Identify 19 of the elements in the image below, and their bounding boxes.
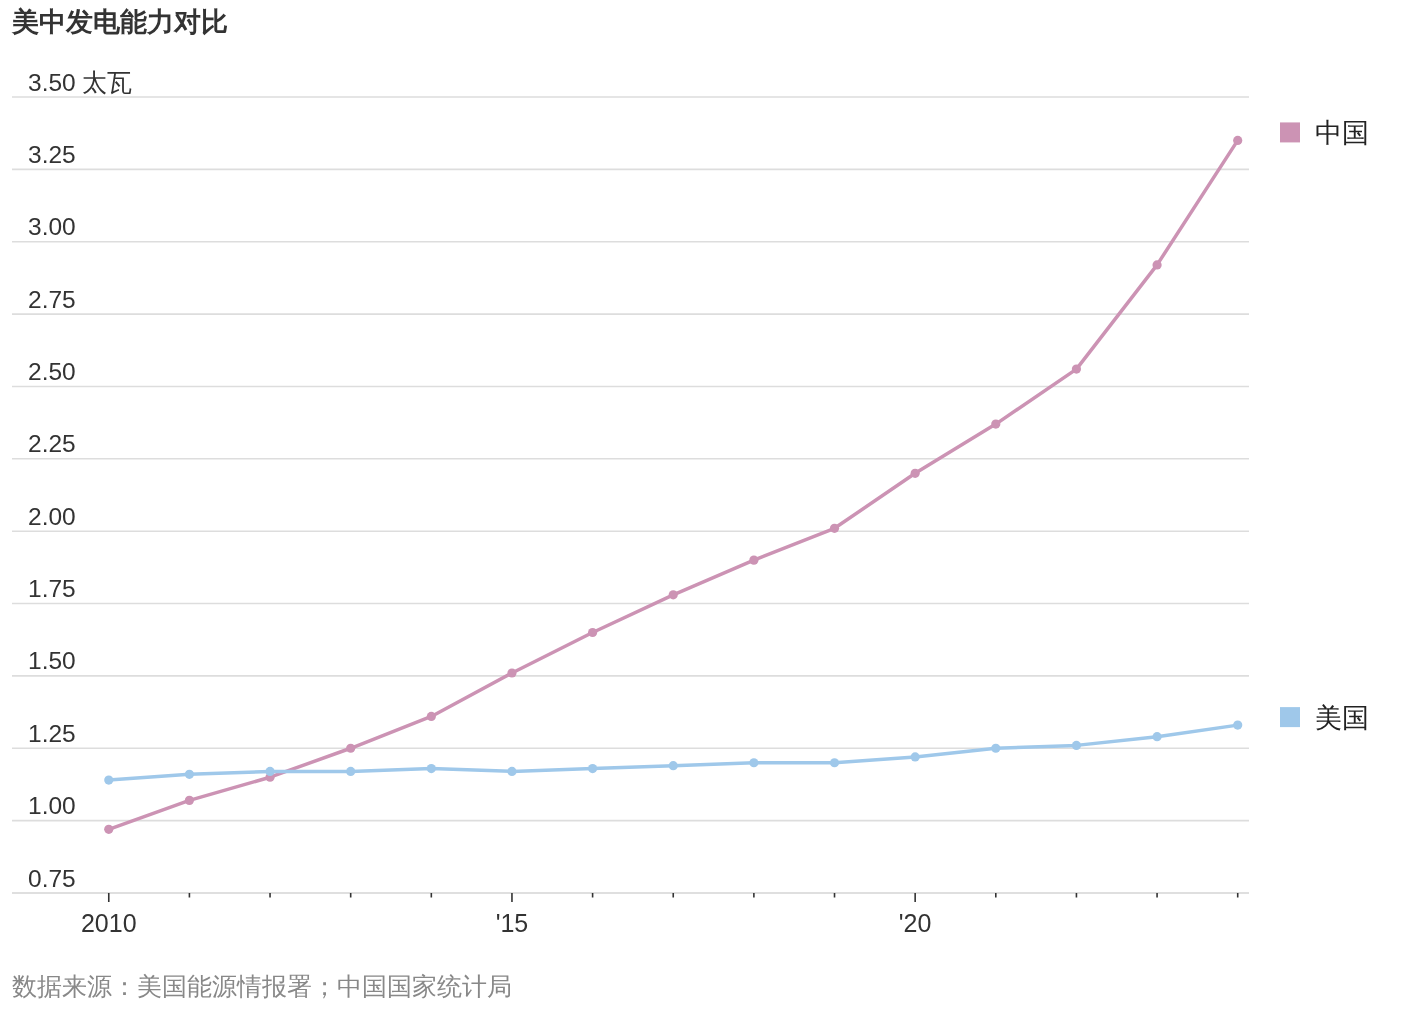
y-tick-label: 3.50 太瓦 xyxy=(28,68,133,96)
y-tick-label: 2.50 xyxy=(28,357,76,385)
y-tick-label: 0.75 xyxy=(28,864,76,892)
x-tick-label: '15 xyxy=(495,909,529,937)
y-tick-label: 1.50 xyxy=(28,647,76,675)
chart-title: 美中发电能力对比 xyxy=(11,7,228,37)
y-tick-label: 3.00 xyxy=(28,213,76,241)
y-tick-label: 1.00 xyxy=(28,792,76,820)
y-tick-label: 1.25 xyxy=(28,719,76,747)
y-tick-label: 2.75 xyxy=(28,285,76,313)
y-tick-label: 1.75 xyxy=(28,575,76,603)
y-tick-label: 3.25 xyxy=(28,140,76,168)
y-tick-label: 2.00 xyxy=(28,502,76,530)
y-tick-label: 2.25 xyxy=(28,430,76,458)
source-note: 数据来源：美国能源情报署；中国国家统计局 xyxy=(12,972,512,1000)
legend-label: 中国 xyxy=(1315,117,1369,148)
x-tick-label: '20 xyxy=(898,909,932,937)
x-tick-label: 2010 xyxy=(80,909,137,937)
legend-label: 美国 xyxy=(1315,702,1369,733)
